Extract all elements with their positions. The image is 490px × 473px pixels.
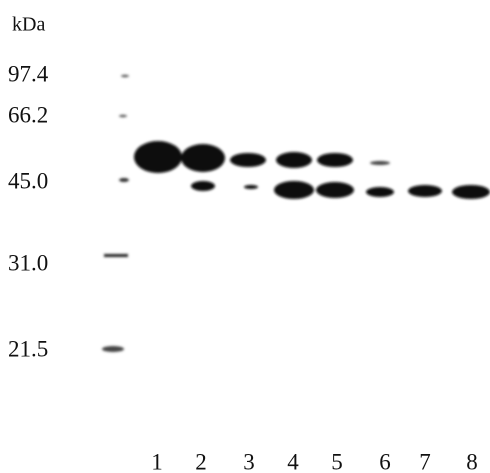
- sample-bands: [134, 141, 490, 199]
- lane-label: 3: [243, 449, 255, 473]
- lane-label: 2: [195, 449, 207, 473]
- band: [366, 187, 394, 197]
- band: [244, 185, 258, 189]
- lane-label: 1: [151, 449, 163, 473]
- band: [317, 153, 353, 167]
- lane-label: 6: [379, 449, 391, 473]
- band: [370, 161, 390, 165]
- lane-label: 8: [466, 449, 478, 473]
- band: [408, 185, 442, 197]
- ladder-band: [102, 346, 124, 352]
- ladder: [102, 75, 129, 352]
- band: [276, 152, 312, 168]
- marker-label: 45.0: [8, 168, 48, 193]
- ladder-band: [121, 75, 129, 78]
- band: [274, 181, 314, 199]
- band: [452, 185, 490, 199]
- unit-label: kDa: [12, 14, 45, 36]
- band: [134, 141, 182, 173]
- band: [191, 181, 215, 191]
- blot-figure: kDa 97.4 66.2 45.0 31.0 21.5 1 2 3 4 5 6 7 8: [0, 0, 490, 473]
- ladder-band: [119, 178, 129, 182]
- marker-label: 21.5: [8, 336, 48, 361]
- lane-label: 5: [331, 449, 343, 473]
- marker-label: 66.2: [8, 102, 48, 127]
- marker-label: 31.0: [8, 250, 48, 275]
- ladder-band: [104, 254, 128, 257]
- lane-label: 7: [419, 449, 431, 473]
- band: [316, 182, 354, 198]
- band: [230, 153, 266, 167]
- band: [181, 144, 225, 172]
- lane-label: 4: [287, 449, 299, 473]
- marker-label: 97.4: [8, 61, 49, 86]
- ladder-band: [119, 115, 127, 118]
